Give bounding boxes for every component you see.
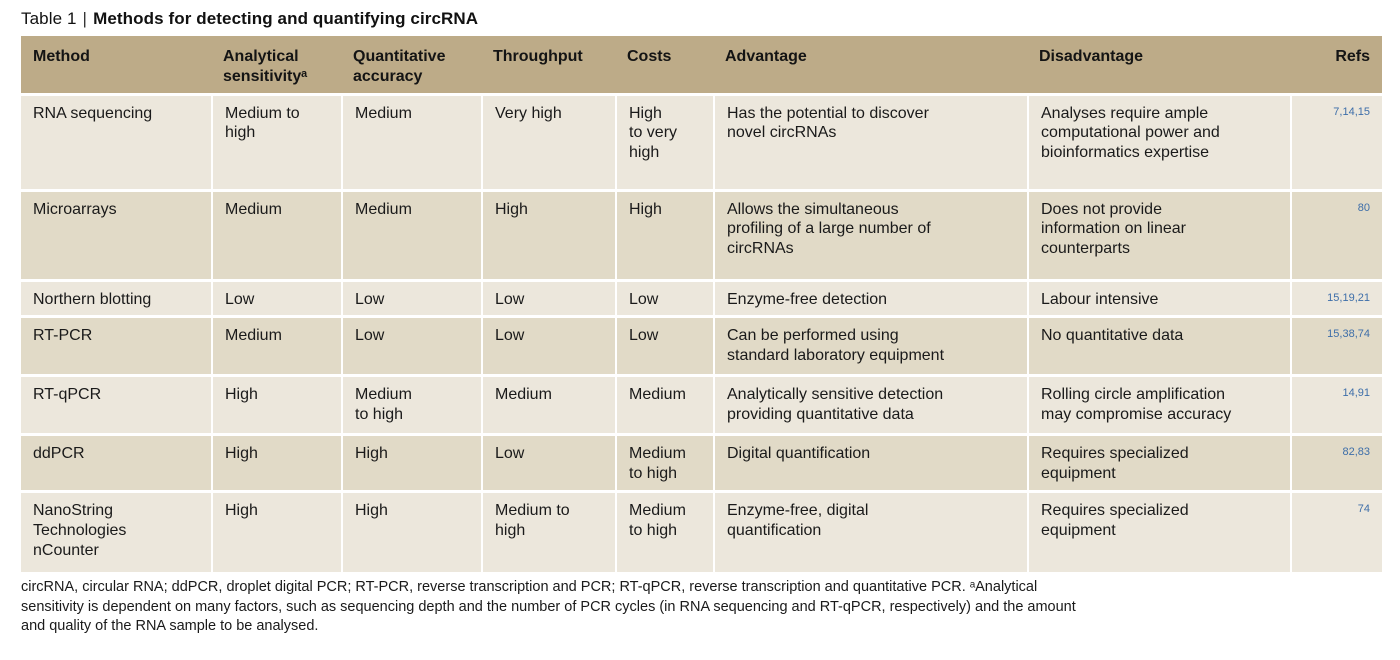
- cell-analytical-sensitivity: Low: [211, 278, 341, 316]
- cell-disadvantage: Analyses require ample computational pow…: [1027, 92, 1290, 189]
- table-number: Table 1: [21, 9, 77, 28]
- cell-quantitative-accuracy: Medium: [341, 92, 481, 189]
- cell-costs: Medium to high: [615, 490, 713, 573]
- cell-method: Northern blotting: [21, 278, 211, 316]
- refs-link[interactable]: 80: [1290, 188, 1382, 279]
- table-row-microarrays: Microarrays Medium Medium High High Allo…: [21, 188, 1382, 279]
- cell-disadvantage: Requires specialized equipment: [1027, 433, 1290, 491]
- cell-throughput: Medium to high: [481, 490, 615, 573]
- cell-advantage: Has the potential to discover novel circ…: [713, 92, 1027, 189]
- cell-costs: Medium: [615, 374, 713, 434]
- cell-quantitative-accuracy: High: [341, 433, 481, 491]
- cell-throughput: High: [481, 188, 615, 279]
- table-footnote: circRNA, circular RNA; ddPCR, droplet di…: [21, 579, 1076, 634]
- cell-advantage: Analytically sensitive detection providi…: [713, 374, 1027, 434]
- cell-throughput: Low: [481, 278, 615, 316]
- cell-quantitative-accuracy: High: [341, 490, 481, 573]
- cell-method: RT-qPCR: [21, 374, 211, 434]
- column-header-costs: Costs: [615, 36, 713, 93]
- column-header-throughput: Throughput: [481, 36, 615, 93]
- refs-link[interactable]: 82,83: [1290, 433, 1382, 491]
- cell-analytical-sensitivity: High: [211, 374, 341, 434]
- cell-advantage: Enzyme-free, digital quantification: [713, 490, 1027, 573]
- cell-costs: Low: [615, 315, 713, 375]
- cell-disadvantage: Requires specialized equipment: [1027, 490, 1290, 573]
- column-header-advantage: Advantage: [713, 36, 1027, 93]
- cell-advantage: Allows the simultaneous profiling of a l…: [713, 188, 1027, 279]
- column-header-method: Method: [21, 36, 211, 93]
- cell-costs: High to very high: [615, 92, 713, 189]
- methods-table: Method Analytical sensitivityᵃ Quantitat…: [21, 36, 1382, 573]
- cell-analytical-sensitivity: Medium: [211, 188, 341, 279]
- column-header-quantitative-accuracy: Quantitative accuracy: [341, 36, 481, 93]
- table-caption: Methods for detecting and quantifying ci…: [93, 9, 479, 28]
- cell-disadvantage: Labour intensive: [1027, 278, 1290, 316]
- cell-disadvantage: No quantitative data: [1027, 315, 1290, 375]
- refs-link[interactable]: 7,14,15: [1290, 92, 1382, 189]
- cell-method: RNA sequencing: [21, 92, 211, 189]
- cell-disadvantage: Does not provide information on linear c…: [1027, 188, 1290, 279]
- table-row-ddpcr: ddPCR High High Low Medium to high Digit…: [21, 433, 1382, 491]
- cell-costs: High: [615, 188, 713, 279]
- column-header-analytical-sensitivity: Analytical sensitivityᵃ: [211, 36, 341, 93]
- cell-quantitative-accuracy: Low: [341, 278, 481, 316]
- refs-link[interactable]: 15,38,74: [1290, 315, 1382, 375]
- cell-disadvantage: Rolling circle amplification may comprom…: [1027, 374, 1290, 434]
- cell-throughput: Very high: [481, 92, 615, 189]
- column-header-disadvantage: Disadvantage: [1027, 36, 1290, 93]
- cell-analytical-sensitivity: High: [211, 490, 341, 573]
- table-row-rt-qpcr: RT-qPCR High Medium to high Medium Mediu…: [21, 374, 1382, 434]
- cell-analytical-sensitivity: Medium to high: [211, 92, 341, 189]
- title-separator-bar: |: [82, 9, 88, 28]
- refs-link[interactable]: 74: [1290, 490, 1382, 573]
- cell-throughput: Low: [481, 433, 615, 491]
- table-row-northern-blotting: Northern blotting Low Low Low Low Enzyme…: [21, 278, 1382, 316]
- table-header-row: Method Analytical sensitivityᵃ Quantitat…: [21, 36, 1382, 93]
- cell-method: RT-PCR: [21, 315, 211, 375]
- cell-analytical-sensitivity: High: [211, 433, 341, 491]
- refs-link[interactable]: 15,19,21: [1290, 278, 1382, 316]
- cell-analytical-sensitivity: Medium: [211, 315, 341, 375]
- cell-throughput: Medium: [481, 374, 615, 434]
- cell-method: ddPCR: [21, 433, 211, 491]
- cell-advantage: Enzyme-free detection: [713, 278, 1027, 316]
- cell-quantitative-accuracy: Medium to high: [341, 374, 481, 434]
- cell-quantitative-accuracy: Low: [341, 315, 481, 375]
- refs-link[interactable]: 14,91: [1290, 374, 1382, 434]
- table-row-rna-sequencing: RNA sequencing Medium to high Medium Ver…: [21, 92, 1382, 189]
- table-row-rt-pcr: RT-PCR Medium Low Low Low Can be perform…: [21, 315, 1382, 375]
- cell-advantage: Digital quantification: [713, 433, 1027, 491]
- cell-quantitative-accuracy: Medium: [341, 188, 481, 279]
- cell-advantage: Can be performed using standard laborato…: [713, 315, 1027, 375]
- cell-method: NanoString Technologies nCounter: [21, 490, 211, 573]
- cell-costs: Medium to high: [615, 433, 713, 491]
- cell-method: Microarrays: [21, 188, 211, 279]
- cell-costs: Low: [615, 278, 713, 316]
- column-header-refs: Refs: [1290, 36, 1382, 93]
- table-row-nanostring-ncounter: NanoString Technologies nCounter High Hi…: [21, 490, 1382, 573]
- cell-throughput: Low: [481, 315, 615, 375]
- table-title: Table 1 | Methods for detecting and quanti…: [21, 9, 1400, 29]
